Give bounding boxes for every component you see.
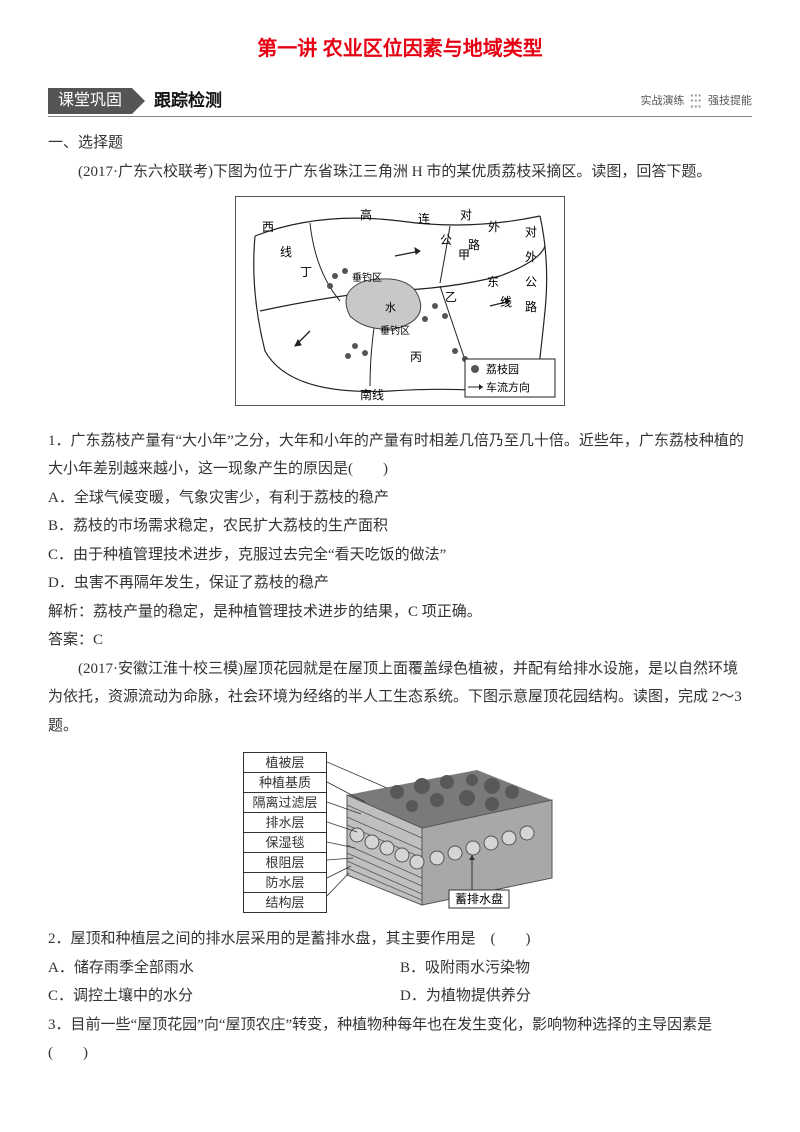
svg-text:东: 东 (487, 275, 499, 289)
svg-text:丙: 丙 (410, 350, 422, 364)
q1-opt-b: B．荔枝的市场需求稳定，农民扩大荔枝的生产面积 (48, 512, 752, 541)
dots-icon: ▪▪▪▪▪▪▪▪▪ (690, 93, 702, 110)
q2-stem: 2．屋顶和种植层之间的排水层采用的是蓄排水盘，其主要作用是 ( ) (48, 925, 752, 954)
q1-opt-a: A．全球气候变暖，气象灾害少，有利于荔枝的稳产 (48, 484, 752, 513)
layer-3: 排水层 (244, 813, 325, 833)
section-heading: 一、选择题 (48, 129, 752, 158)
svg-text:丁: 丁 (300, 265, 312, 279)
q1-intro: (2017·广东六校联考)下图为位于广东省珠江三角洲 H 市的某优质荔枝采摘区。… (48, 158, 752, 187)
svg-text:对: 对 (460, 208, 472, 222)
bar-main-label: 跟踪检测 (154, 85, 222, 117)
layer-6: 防水层 (244, 873, 325, 893)
svg-text:线: 线 (500, 295, 512, 309)
svg-text:水: 水 (385, 301, 396, 314)
layer-7: 结构层 (244, 893, 325, 912)
svg-text:南线: 南线 (360, 387, 384, 401)
layer-4: 保湿毯 (244, 833, 325, 853)
garden-figure: 植被层 种植基质 隔离过滤层 排水层 保湿毯 根阻层 防水层 结构层 (48, 750, 752, 915)
svg-text:外: 外 (525, 250, 537, 264)
garden-svg: 蓄排水盘 (327, 750, 557, 915)
q2-opt-b: B．吸附雨水污染物 (400, 954, 752, 983)
page-title: 第一讲 农业区位因素与地域类型 (48, 30, 752, 68)
q1-answer: 答案：C (48, 626, 752, 655)
svg-text:外: 外 (488, 220, 500, 234)
svg-text:车流方向: 车流方向 (486, 380, 530, 394)
q1-opt-d: D．虫害不再隔年发生，保证了荔枝的稳产 (48, 569, 752, 598)
bar-dark-label: 课堂巩固 (48, 88, 132, 114)
svg-text:路: 路 (468, 237, 480, 252)
svg-text:荔枝园: 荔枝园 (486, 362, 519, 376)
q2-opt-d: D．为植物提供养分 (400, 982, 752, 1011)
svg-text:高: 高 (360, 207, 372, 222)
svg-text:公: 公 (440, 233, 452, 247)
bar-right-2: 强技提能 (708, 91, 752, 112)
q1-analysis: 解析：荔枝产量的稳定，是种植管理技术进步的结果，C 项正确。 (48, 598, 752, 627)
layer-2: 隔离过滤层 (244, 793, 325, 813)
q2-opt-a: A．储存雨季全部雨水 (48, 954, 400, 983)
svg-text:对: 对 (525, 225, 537, 239)
svg-text:连: 连 (418, 211, 430, 226)
bar-right: 实战演练 ▪▪▪▪▪▪▪▪▪ 强技提能 (640, 91, 752, 112)
svg-text:西: 西 (262, 220, 274, 234)
layer-5: 根阻层 (244, 853, 325, 873)
map-svg: 荔枝园 车流方向 西 高 连 东 南线 甲 乙 丙 丁 线 线 水 垂钓区 垂钓… (240, 201, 560, 401)
map-figure: 荔枝园 车流方向 西 高 连 东 南线 甲 乙 丙 丁 线 线 水 垂钓区 垂钓… (48, 196, 752, 417)
svg-text:蓄排水盘: 蓄排水盘 (455, 891, 503, 906)
q1-opt-c: C．由于种植管理技术进步，克服过去完全“看天吃饭的做法” (48, 541, 752, 570)
q2-opt-c: C．调控土壤中的水分 (48, 982, 400, 1011)
section-bar: 课堂巩固 跟踪检测 实战演练 ▪▪▪▪▪▪▪▪▪ 强技提能 (48, 86, 752, 117)
svg-text:垂钓区: 垂钓区 (352, 271, 382, 284)
svg-text:线: 线 (280, 245, 292, 259)
svg-text:乙: 乙 (445, 290, 457, 304)
svg-text:垂钓区: 垂钓区 (380, 324, 410, 337)
q3-stem: 3．目前一些“屋顶花园”向“屋顶农庄”转变，种植物种每年也在发生变化，影响物种选… (48, 1011, 752, 1068)
bar-right-1: 实战演练 (640, 91, 684, 112)
svg-text:公: 公 (525, 275, 537, 289)
layer-1: 种植基质 (244, 773, 325, 793)
layer-0: 植被层 (244, 753, 325, 773)
q2-intro: (2017·安徽江淮十校三模)屋顶花园就是在屋顶上面覆盖绿色植被，并配有给排水设… (48, 655, 752, 741)
svg-text:路: 路 (525, 299, 537, 314)
q1-stem: 1．广东荔枝产量有“大小年”之分，大年和小年的产量有时相差几倍乃至几十倍。近些年… (48, 427, 752, 484)
q2-options: A．储存雨季全部雨水 B．吸附雨水污染物 C．调控土壤中的水分 D．为植物提供养… (48, 954, 752, 1011)
layer-labels: 植被层 种植基质 隔离过滤层 排水层 保湿毯 根阻层 防水层 结构层 (243, 752, 326, 913)
